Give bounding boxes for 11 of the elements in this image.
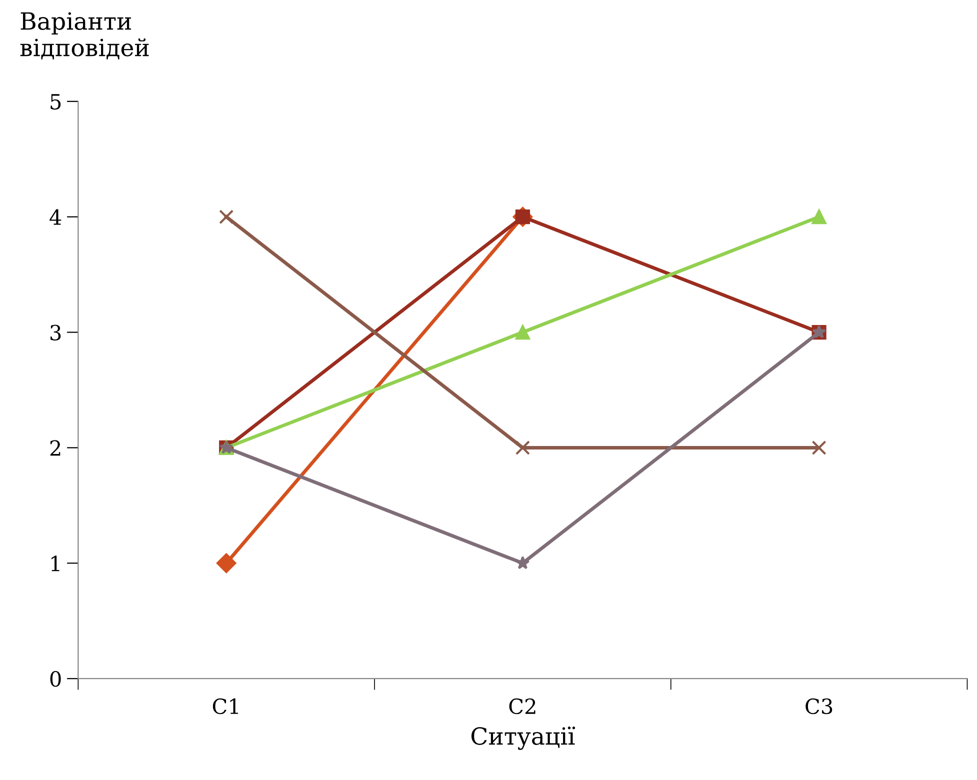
y-tick-label: 2: [50, 440, 60, 456]
y-tick-label: 3: [50, 324, 61, 340]
y-tick-label: 1: [51, 556, 60, 572]
y-tick-label: 5: [50, 94, 61, 110]
x-tick-label: C1: [212, 698, 238, 714]
y-tick-label: 4: [50, 209, 62, 225]
x-tick-label: C2: [509, 698, 536, 714]
x-axis-title: Ситуації: [471, 726, 576, 750]
y-axis-title: Варіанти відповідей: [20, 12, 149, 60]
y-tick-label: 0: [50, 671, 61, 687]
x-tick-label: C3: [806, 698, 832, 714]
